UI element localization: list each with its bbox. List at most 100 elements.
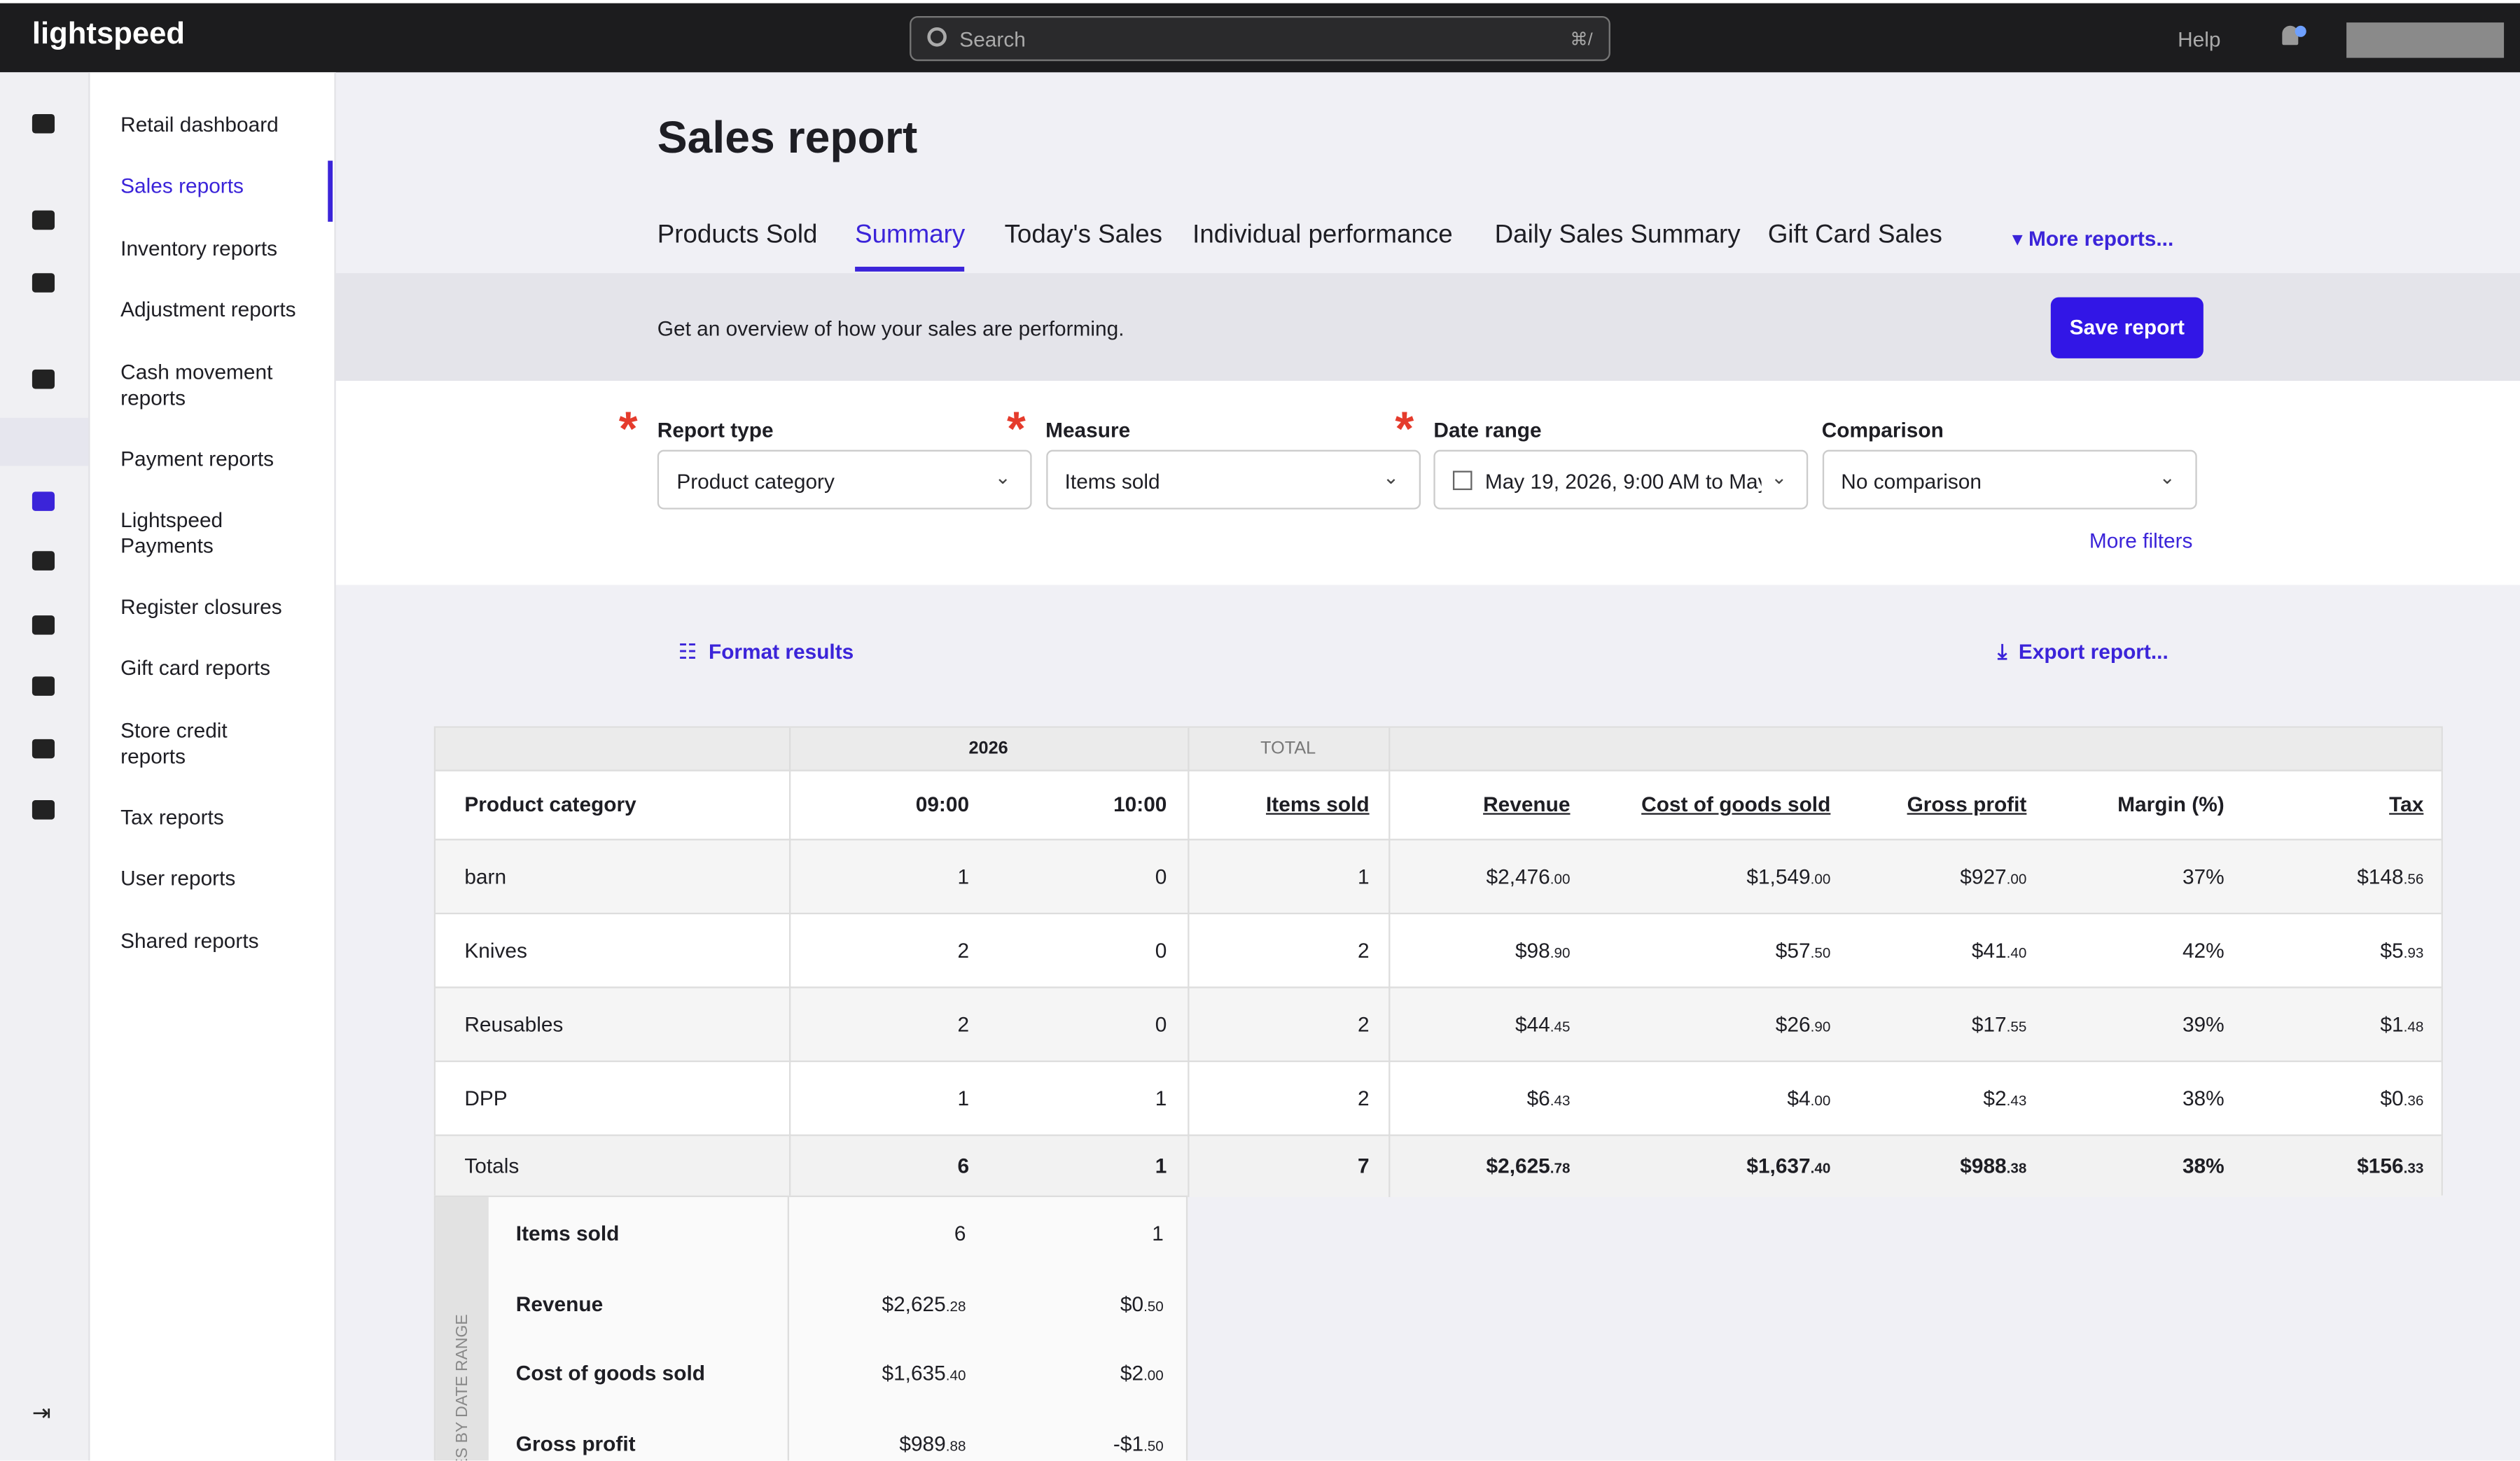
tab[interactable]: Individual performance [1192, 221, 1453, 249]
amount: $989 [899, 1430, 946, 1455]
nav-icon[interactable] [32, 369, 55, 389]
amount: -$1 [1113, 1430, 1144, 1455]
sidebar-item[interactable]: Cash movement reports [120, 359, 273, 410]
logo[interactable]: lightspeed [32, 18, 185, 52]
more-filters[interactable]: More filters [2089, 529, 2193, 553]
active-indicator [328, 161, 333, 223]
tab[interactable]: Summary [855, 222, 966, 272]
cents: .36 [2403, 1092, 2424, 1109]
filter-label: Comparison [1821, 417, 1944, 442]
sidebar-item[interactable]: Adjustment reports [120, 298, 296, 322]
breakdown-row-label: Cost of goods sold [515, 1361, 705, 1385]
nav-icon[interactable] [32, 739, 55, 759]
breakdown-cell: -$1.50 [1113, 1431, 1164, 1455]
filter-label: Date range [1433, 417, 1542, 442]
filter-select[interactable]: Items sold ⌄ [1045, 449, 1420, 510]
breakdown-row-label: Gross profit [515, 1430, 636, 1455]
export-label: Export report... [2018, 639, 2169, 664]
cell: $17.55 [1972, 1012, 2027, 1036]
cents: .00 [1143, 1367, 1164, 1384]
nav-icon[interactable] [32, 113, 55, 134]
collapse-icon[interactable]: ⇥ [32, 1399, 51, 1425]
sidebar-item[interactable]: Payment reports [120, 446, 274, 470]
tab[interactable]: Products Sold [657, 221, 818, 249]
export-report[interactable]: ⤓ Export report... [1998, 639, 2169, 664]
tab[interactable]: Daily Sales Summary [1494, 221, 1741, 249]
search-box[interactable]: Search ⌘/ [910, 15, 1610, 62]
cents: .55 [2006, 1019, 2027, 1035]
cents: .45 [1550, 1019, 1571, 1035]
breakdown-cell: $0.50 [1120, 1291, 1164, 1315]
sidebar-item[interactable]: Shared reports [120, 928, 259, 953]
sidebar-item[interactable]: Sales reports [120, 174, 244, 199]
filter-select[interactable]: May 19, 2026, 9:00 AM to May ⌄ [1433, 449, 1809, 510]
amount: $44 [1515, 1012, 1550, 1037]
shortcut: ⌘/ [1570, 30, 1593, 50]
total-cell: 38% [2182, 1154, 2225, 1178]
nav-icon[interactable] [32, 491, 55, 511]
nav-icon[interactable] [32, 551, 55, 571]
amount: $1,637 [1746, 1154, 1811, 1178]
cell: 2 [957, 1012, 970, 1037]
cents: .88 [945, 1437, 966, 1454]
search-icon [927, 27, 947, 47]
sidebar-item[interactable]: Register closures [120, 594, 282, 619]
cell: 39% [2182, 1012, 2225, 1037]
notif-dot [2295, 25, 2306, 37]
sidebar-item[interactable]: Store credit reports [120, 718, 228, 768]
help[interactable]: Help [2178, 27, 2221, 52]
column-header: 10:00 [1113, 792, 1167, 817]
amount: $2,476 [1486, 864, 1550, 889]
column-header: Revenue [1483, 792, 1571, 817]
save-button[interactable]: Save report [2050, 297, 2204, 358]
breakdown-divider [787, 1196, 789, 1461]
tab[interactable]: Gift Card Sales [1767, 221, 1942, 249]
more-reports[interactable]: ▾ More reports... [2012, 226, 2174, 251]
cents: .43 [1550, 1092, 1571, 1109]
sidebar-item[interactable]: Inventory reports [120, 235, 278, 260]
column-divider [1188, 727, 1190, 1197]
amount: $0 [2380, 1086, 2404, 1111]
cell: $41.40 [1972, 938, 2027, 962]
cell: $26.90 [1776, 1012, 1831, 1036]
group-header: 2026 [968, 739, 1008, 759]
amount: $5 [2380, 938, 2404, 963]
sidebar-item[interactable]: Lightspeed Payments [120, 508, 223, 558]
nav-icon[interactable] [32, 273, 55, 293]
sidebar-item[interactable]: User reports [120, 866, 236, 891]
nav-icon[interactable] [32, 676, 55, 696]
cell: 2 [957, 938, 970, 963]
amount: $927 [1960, 864, 2007, 889]
required-star: * [1395, 403, 1414, 456]
required-star: * [1007, 403, 1026, 456]
cell: $44.45 [1515, 1012, 1571, 1036]
nav-icon[interactable] [32, 210, 55, 230]
row-bg [436, 1060, 2442, 1136]
cell: 0 [1155, 938, 1167, 963]
tab[interactable]: Today's Sales [1004, 221, 1163, 249]
cents: .40 [1810, 1160, 1831, 1177]
avatar[interactable] [2346, 22, 2505, 58]
total-cell: $1,637.40 [1746, 1154, 1830, 1177]
cents: .50 [1143, 1437, 1164, 1454]
column-header: Margin (%) [2117, 792, 2225, 817]
nav-icon[interactable] [32, 800, 55, 820]
format-results[interactable]: ☷ Format results [678, 639, 854, 664]
cell: Reusables [464, 1012, 564, 1037]
sidebar-item[interactable]: Retail dashboard [120, 112, 279, 137]
column-header: Tax [2389, 792, 2424, 817]
filter-value: May 19, 2026, 9:00 AM to May [1484, 469, 1762, 494]
filter-select[interactable]: Product category ⌄ [657, 449, 1032, 510]
nav-icon[interactable] [32, 615, 55, 635]
filter-select[interactable]: No comparison ⌄ [1821, 449, 2197, 510]
sidebar-item[interactable]: Gift card reports [120, 656, 271, 680]
cell: 2 [1357, 1086, 1370, 1111]
cell: $2,476.00 [1487, 865, 1571, 888]
sidebar-item[interactable]: Tax reports [120, 804, 224, 829]
bell[interactable] [2282, 25, 2299, 46]
cents: .90 [1810, 1019, 1831, 1035]
breakdown-row-label: Revenue [515, 1291, 604, 1315]
amount: $2 [1983, 1086, 2007, 1111]
cell: Knives [464, 938, 527, 963]
